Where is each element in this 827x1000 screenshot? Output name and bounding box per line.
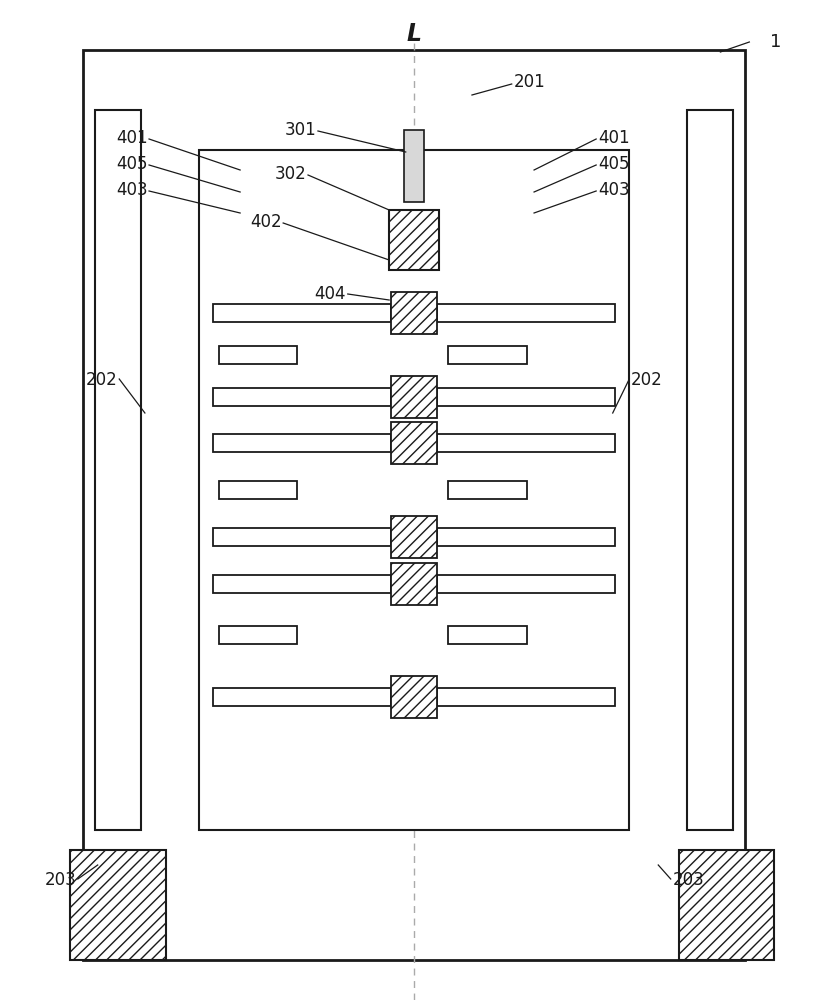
Text: 1: 1 bbox=[769, 33, 781, 51]
Text: L: L bbox=[406, 22, 421, 46]
Bar bbox=[390, 516, 436, 558]
Text: 405: 405 bbox=[597, 155, 629, 173]
Text: 401: 401 bbox=[597, 129, 629, 147]
Bar bbox=[437, 388, 614, 406]
Text: 301: 301 bbox=[284, 121, 316, 139]
Bar bbox=[213, 304, 390, 322]
Bar bbox=[678, 850, 773, 960]
Bar bbox=[213, 575, 390, 593]
Bar bbox=[218, 481, 297, 499]
Text: 402: 402 bbox=[250, 213, 281, 231]
Bar bbox=[447, 481, 526, 499]
Text: 201: 201 bbox=[513, 73, 544, 91]
Bar bbox=[447, 346, 526, 364]
Text: 203: 203 bbox=[45, 871, 76, 889]
Text: 403: 403 bbox=[597, 181, 629, 199]
Text: 202: 202 bbox=[86, 371, 117, 389]
Text: 302: 302 bbox=[275, 165, 306, 183]
Text: 404: 404 bbox=[314, 285, 346, 303]
Bar bbox=[437, 688, 614, 706]
Bar bbox=[686, 110, 732, 830]
Bar bbox=[389, 210, 438, 270]
Bar bbox=[218, 626, 297, 644]
Bar bbox=[70, 850, 165, 960]
Bar bbox=[213, 688, 390, 706]
Bar bbox=[390, 376, 436, 418]
Bar bbox=[390, 676, 436, 718]
Bar bbox=[198, 150, 629, 830]
Text: 405: 405 bbox=[116, 155, 147, 173]
Bar bbox=[390, 422, 436, 464]
Bar bbox=[218, 346, 297, 364]
Bar bbox=[390, 292, 436, 334]
Bar bbox=[213, 434, 390, 452]
Bar bbox=[213, 388, 390, 406]
Text: 401: 401 bbox=[116, 129, 147, 147]
Bar bbox=[437, 304, 614, 322]
Bar bbox=[447, 626, 526, 644]
Text: 403: 403 bbox=[116, 181, 147, 199]
Bar bbox=[437, 575, 614, 593]
Bar bbox=[437, 528, 614, 546]
Bar bbox=[83, 50, 744, 960]
Bar bbox=[404, 130, 423, 202]
Bar bbox=[437, 434, 614, 452]
Bar bbox=[213, 528, 390, 546]
Text: 203: 203 bbox=[672, 871, 703, 889]
Text: 202: 202 bbox=[630, 371, 662, 389]
Bar bbox=[95, 110, 141, 830]
Bar bbox=[390, 563, 436, 605]
